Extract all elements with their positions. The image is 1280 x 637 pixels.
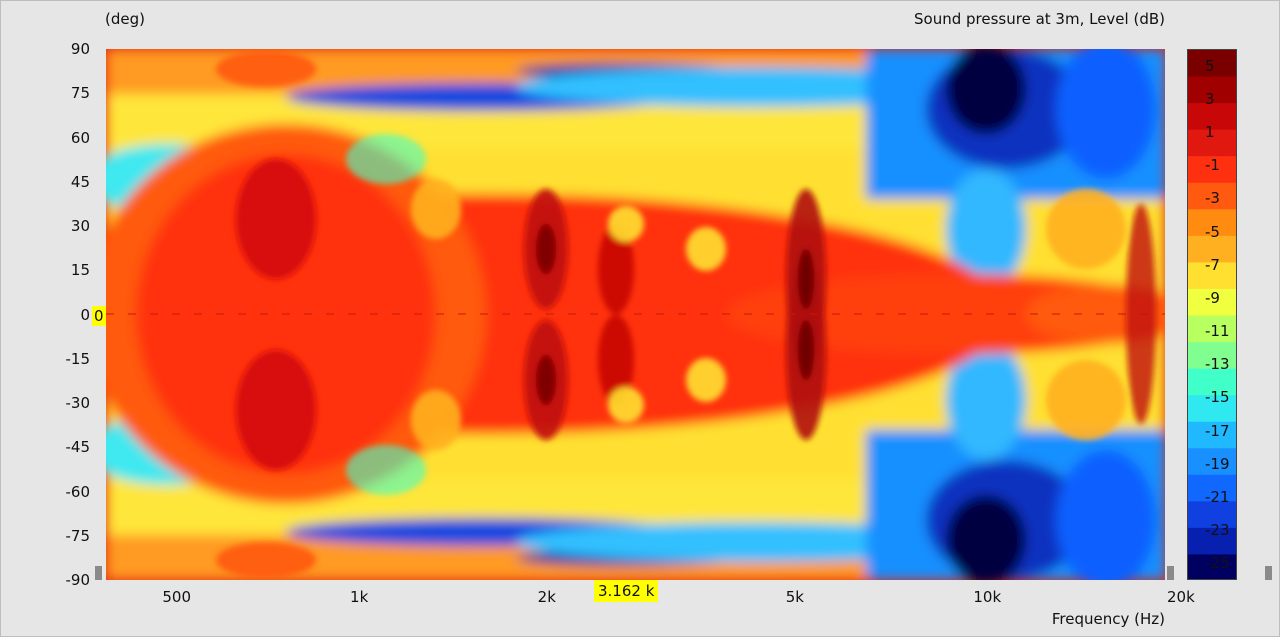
y-tick-label: 30: [70, 217, 90, 235]
heatmap-contour: [236, 350, 316, 470]
colorbar-band: [1188, 209, 1236, 237]
heatmap-contour: [346, 445, 426, 495]
polar-map-plot-area[interactable]: [106, 49, 1165, 580]
colorbar-label: -7: [1205, 255, 1220, 274]
colorbar-label: -11: [1205, 322, 1230, 341]
heatmap-contour: [686, 358, 726, 402]
y-tick-label: -45: [65, 438, 91, 457]
colorbar-band: [1188, 315, 1236, 344]
heatmap-contour: [946, 495, 1026, 580]
heatmap-contour: [608, 206, 644, 242]
y-tick-label: -75: [65, 526, 91, 545]
heatmap-contour: [798, 320, 814, 380]
colorbar-band: [1188, 103, 1236, 131]
colorbar-band: [1188, 554, 1236, 579]
heatmap-contour: [536, 224, 556, 274]
x-axis-label: Frequency (Hz): [1051, 610, 1165, 628]
heatmap-contour: [1046, 189, 1126, 269]
colorbar-label: -9: [1205, 288, 1220, 307]
heatmap-contour: [346, 134, 426, 184]
colorbar-label: 5: [1205, 56, 1215, 75]
colorbar-band: [1188, 76, 1236, 105]
colorbar-band: [1188, 156, 1236, 184]
colorbar-band: [1188, 182, 1236, 211]
x-tick-label: 5k: [785, 588, 804, 606]
y-axis-unit: (deg): [105, 10, 145, 28]
y-tick-label: 75: [70, 84, 90, 103]
heatmap-contour: [946, 49, 1026, 134]
colorbar-band: [1188, 501, 1236, 529]
colorbar-band: [1188, 288, 1236, 317]
cursor-frequency-readout[interactable]: 3.162 k: [594, 580, 659, 602]
y-tick-label: -60: [65, 482, 91, 501]
heatmap-contour: [798, 249, 814, 309]
colorbar-band: [1188, 395, 1236, 423]
colorbar-band: [1188, 129, 1236, 158]
y-tick-label: -15: [65, 349, 91, 368]
heatmap-contour: [236, 159, 316, 279]
heatmap-contour: [411, 390, 461, 450]
x-tick-label: 1k: [350, 588, 369, 606]
heatmap-contour: [216, 51, 316, 87]
heatmap-contour: [1056, 450, 1156, 580]
heatmap-contour: [946, 340, 1026, 460]
chart-title: Sound pressure at 3m, Level (dB): [914, 10, 1165, 28]
x-tick-label: 10k: [973, 588, 1002, 606]
y-tick-label: -30: [65, 394, 91, 412]
y-tick-label: 90: [70, 40, 90, 58]
heatmap-contour: [1056, 49, 1156, 179]
colorbar-label: -23: [1205, 521, 1230, 540]
cursor-angle-readout[interactable]: 0: [92, 306, 106, 326]
y-tick-label: 15: [70, 261, 90, 280]
colorbar-label: -19: [1205, 454, 1230, 473]
colorbar-scroll-handle[interactable]: [1265, 566, 1272, 580]
x-tick-label: 500: [162, 588, 192, 606]
colorbar-label: -21: [1205, 488, 1230, 507]
heatmap-contour: [411, 179, 461, 239]
colorbar-band: [1188, 235, 1236, 264]
heatmap-contour: [1046, 360, 1126, 440]
y-tick-label: 60: [70, 128, 90, 147]
colorbar-band: [1188, 342, 1236, 370]
heatmap-contour: [946, 169, 1026, 289]
colorbar-band: [1188, 262, 1236, 290]
colorbar-band: [1188, 50, 1236, 78]
heatmap-contour: [686, 227, 726, 271]
colorbar-label: -15: [1205, 388, 1230, 407]
y-tick-label: -90: [65, 571, 91, 589]
heatmap-svg: [106, 49, 1165, 580]
colorbar-label: -3: [1205, 189, 1220, 208]
colorbar-label: -1: [1205, 156, 1220, 175]
heatmap-contour: [598, 315, 634, 405]
heatmap-contour: [216, 542, 316, 578]
colorbar-label: 1: [1205, 122, 1215, 141]
colorbar: [1187, 49, 1237, 580]
x-scroll-handle-right[interactable]: [1167, 566, 1174, 580]
colorbar-band: [1188, 474, 1236, 503]
y-tick-label: 0: [80, 305, 90, 324]
colorbar-band: [1188, 421, 1236, 450]
heatmap-contour: [536, 355, 556, 405]
colorbar-band: [1188, 368, 1236, 397]
colorbar-label: -17: [1205, 421, 1230, 440]
colorbar-label: 3: [1205, 89, 1215, 108]
colorbar-label: -5: [1205, 222, 1220, 241]
colorbar-svg: [1188, 50, 1236, 579]
x-tick-label: 2k: [537, 588, 556, 606]
heatmap-contour: [598, 224, 634, 314]
heatmap-contour: [608, 387, 644, 423]
y-scroll-handle[interactable]: [95, 566, 102, 580]
colorbar-band: [1188, 448, 1236, 476]
y-tick-label: 45: [70, 172, 90, 191]
x-tick-label: 20k: [1167, 588, 1195, 606]
colorbar-label: -13: [1205, 355, 1230, 374]
colorbar-label: -25: [1205, 554, 1230, 573]
colorbar-band: [1188, 527, 1236, 556]
